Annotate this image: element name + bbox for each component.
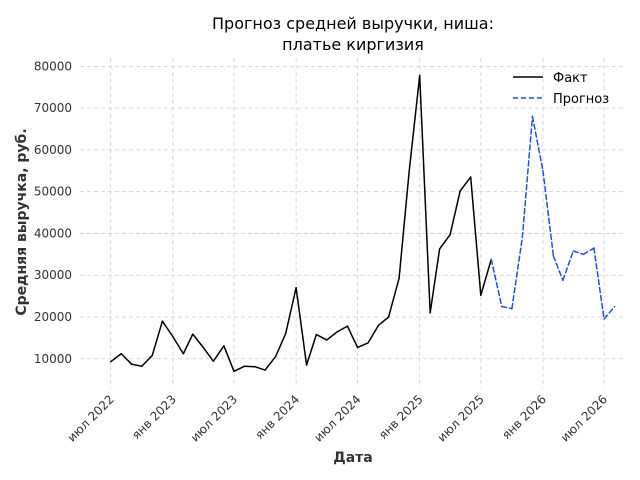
legend-label-fact: Факт — [553, 71, 588, 86]
series-fact — [109, 74, 493, 373]
line-segment — [202, 346, 215, 363]
chart-title-line-1: Прогноз средней выручки, ниша: — [212, 14, 494, 33]
legend: Факт Прогноз — [513, 71, 609, 107]
line-segment — [274, 332, 287, 358]
y-axis-ticks: 10000 20000 30000 40000 50000 60000 70000 80000 — [34, 59, 72, 365]
line-segment — [151, 320, 164, 357]
line-segment — [284, 286, 297, 335]
x-tick-label: янв 2026 — [499, 392, 549, 442]
x-tick-label: янв 2024 — [252, 392, 302, 442]
line-segment — [182, 333, 194, 355]
line-segment — [582, 247, 595, 256]
series-forecast — [490, 115, 616, 320]
x-tick-label: июл 2024 — [311, 392, 363, 444]
line-segment — [377, 316, 390, 327]
x-tick-label: янв 2023 — [129, 392, 179, 442]
chart-title-line-2: платье киргизия — [282, 35, 424, 54]
line-segment — [501, 305, 513, 310]
y-tick-label: 60000 — [34, 143, 72, 157]
line-segment — [212, 345, 225, 363]
line-segment — [367, 324, 380, 344]
line-segment — [130, 363, 143, 368]
line-segment — [387, 277, 400, 318]
line-segment — [315, 333, 328, 341]
series-layer — [109, 74, 616, 373]
line-segment — [531, 115, 544, 172]
line-segment — [192, 333, 204, 349]
y-tick-label: 10000 — [34, 352, 72, 366]
line-segment — [346, 325, 359, 349]
legend-label-forecast: Прогноз — [553, 92, 609, 107]
x-tick-label: июл 2023 — [188, 392, 240, 444]
line-segment — [326, 331, 338, 341]
y-tick-label: 50000 — [34, 185, 72, 199]
line-segment — [480, 258, 493, 297]
line-segment — [469, 176, 482, 297]
line-segment — [572, 250, 585, 256]
x-axis-ticks: июл 2022 янв 2023 июл 2023 янв 2024 июл 2024… — [65, 392, 611, 444]
line-segment — [141, 354, 154, 368]
line-segment — [552, 255, 564, 281]
line-segment — [490, 258, 503, 308]
line-segment — [418, 74, 431, 314]
line-segment — [356, 342, 369, 349]
line-segment — [438, 233, 451, 250]
line-segment — [542, 170, 555, 257]
line-segment — [562, 250, 575, 281]
line-segment — [233, 365, 246, 373]
x-tick-label: июл 2026 — [558, 392, 610, 444]
line-segment — [295, 286, 308, 366]
y-tick-label: 40000 — [34, 226, 72, 240]
line-segment — [161, 320, 174, 338]
line-segment — [398, 170, 410, 279]
line-segment — [223, 345, 235, 373]
x-tick-label: июл 2022 — [65, 392, 117, 444]
x-axis-label: Дата — [333, 450, 372, 466]
line-segment — [459, 176, 472, 192]
line-segment — [109, 352, 122, 363]
y-tick-label: 30000 — [34, 268, 72, 282]
line-segment — [336, 325, 349, 333]
line-segment — [521, 115, 534, 239]
y-tick-label: 70000 — [34, 101, 72, 115]
line-segment — [120, 352, 133, 365]
line-segment — [305, 333, 318, 366]
line-segment — [264, 355, 277, 371]
y-tick-label: 80000 — [34, 59, 72, 73]
x-tick-label: янв 2025 — [376, 392, 426, 442]
line-segment — [172, 335, 185, 355]
line-segment — [429, 248, 441, 314]
y-axis-label: Средняя выручка, руб. — [14, 128, 30, 315]
line-segment — [408, 74, 421, 172]
line-segment — [603, 305, 616, 320]
line-segment — [593, 247, 605, 320]
line-segment — [254, 365, 266, 371]
plot-grid — [80, 58, 625, 388]
x-tick-label: июл 2025 — [435, 392, 487, 444]
line-segment — [511, 236, 524, 310]
line-segment — [449, 190, 461, 236]
y-tick-label: 20000 — [34, 310, 72, 324]
